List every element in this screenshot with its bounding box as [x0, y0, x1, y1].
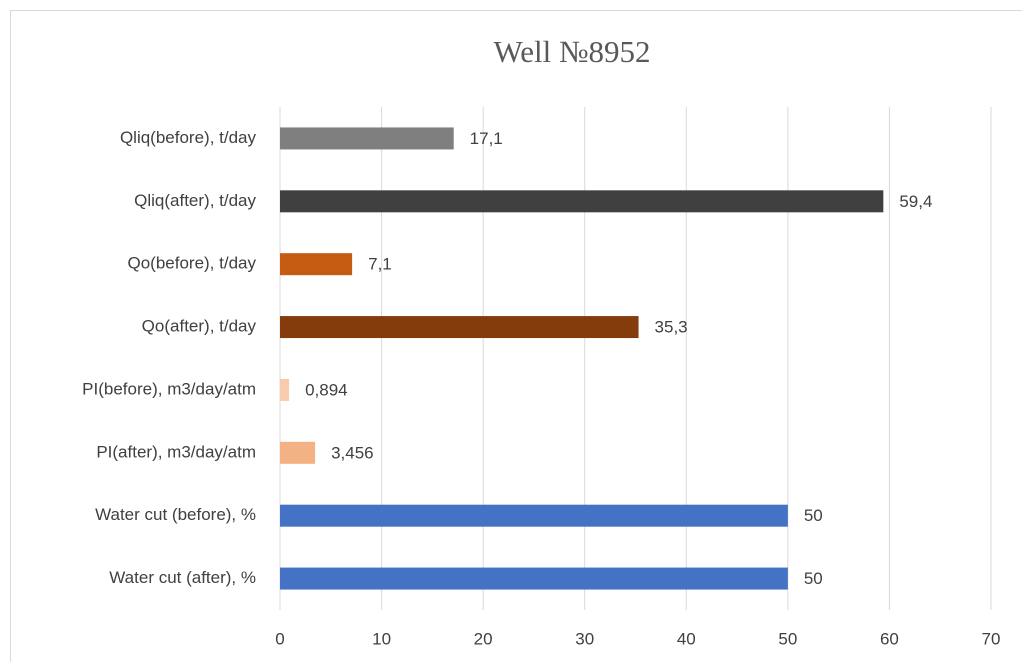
x-tick-label: 60: [880, 629, 899, 648]
y-tick-label: PI(before), m3/day/atm: [82, 379, 256, 398]
bar: [280, 253, 353, 276]
bar: [280, 504, 788, 527]
bar: [280, 567, 788, 590]
bar: [280, 127, 454, 150]
y-tick-label: Water cut (before), %: [95, 505, 256, 524]
x-tick-label: 0: [275, 629, 284, 648]
x-tick-label: 70: [982, 629, 1001, 648]
x-tick-label: 10: [372, 629, 391, 648]
data-label: 7,1: [368, 255, 392, 274]
y-tick-label: Qo(after), t/day: [142, 317, 257, 336]
y-tick-label: PI(after), m3/day/atm: [96, 442, 256, 461]
x-tick-label: 30: [575, 629, 594, 648]
bar: [280, 316, 639, 339]
data-label: 35,3: [655, 318, 688, 337]
data-label: 0,894: [305, 380, 348, 399]
data-label: 3,456: [331, 443, 374, 462]
data-label: 50: [804, 506, 823, 525]
data-label: 50: [804, 569, 823, 588]
chart-border: [10, 10, 1022, 662]
bar: [280, 190, 884, 213]
y-tick-label: Qliq(after), t/day: [134, 191, 256, 210]
y-tick-label: Water cut (after), %: [109, 568, 256, 587]
data-label: 59,4: [899, 192, 932, 211]
y-tick-label: Qliq(before), t/day: [120, 128, 257, 147]
bar: [280, 378, 290, 401]
data-label: 17,1: [470, 129, 503, 148]
y-tick-label: Qo(before), t/day: [127, 254, 256, 273]
x-tick-label: 50: [778, 629, 797, 648]
bar: [280, 441, 316, 464]
chart-title: Well №8952: [493, 34, 650, 69]
x-tick-label: 40: [677, 629, 696, 648]
x-tick-label: 20: [474, 629, 493, 648]
